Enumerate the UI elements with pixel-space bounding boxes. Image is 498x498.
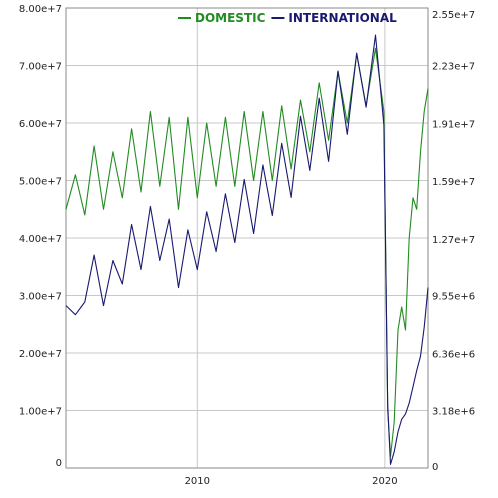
y-right-tick-label: 3.18e+6 — [432, 407, 475, 418]
y-right-tick-label: 1.91e+7 — [432, 119, 475, 130]
y-left-tick-label: 1.00e+7 — [19, 407, 62, 418]
x-tick-label: 2010 — [185, 476, 210, 487]
legend-label: INTERNATIONAL — [288, 11, 397, 25]
y-left-tick-label: 8.00e+7 — [19, 4, 62, 15]
plot-frame — [65, 7, 429, 469]
right-y-axis: 0 3.18e+6 6.36e+6 9.55e+6 1.27e+7 1.59e+7 1.91… — [432, 10, 475, 473]
series-lines — [65, 34, 429, 465]
y-left-tick-label: 7.00e+7 — [19, 62, 62, 73]
x-tick-label: 2020 — [372, 476, 397, 487]
y-left-tick-label: 5.00e+7 — [19, 177, 62, 188]
y-right-tick-label: 1.27e+7 — [432, 235, 475, 246]
y-right-tick-label: 2.23e+7 — [432, 62, 475, 73]
x-axis: 2010 2020 — [185, 476, 398, 487]
y-right-tick-label: 2.55e+7 — [432, 10, 475, 21]
y-left-tick-label: 6.00e+7 — [19, 119, 62, 130]
legend-label: DOMESTIC — [195, 11, 266, 25]
y-left-tick-label: 3.00e+7 — [19, 292, 62, 303]
y-right-tick-label: 0 — [432, 462, 438, 473]
y-right-tick-label: 6.36e+6 — [432, 349, 475, 360]
series-line-international — [65, 34, 429, 465]
grid-lines — [66, 8, 428, 468]
y-left-tick-label: 0 — [56, 458, 62, 469]
series-line-domestic — [65, 47, 429, 458]
y-left-tick-label: 2.00e+7 — [19, 349, 62, 360]
y-right-tick-label: 9.55e+6 — [432, 292, 475, 303]
y-left-tick-label: 4.00e+7 — [19, 234, 62, 245]
left-y-axis: 0 1.00e+7 2.00e+7 3.00e+7 4.00e+7 5.00e+7 6.00… — [19, 4, 62, 469]
legend: DOMESTIC INTERNATIONAL — [178, 11, 397, 25]
y-right-tick-label: 1.59e+7 — [432, 177, 475, 188]
